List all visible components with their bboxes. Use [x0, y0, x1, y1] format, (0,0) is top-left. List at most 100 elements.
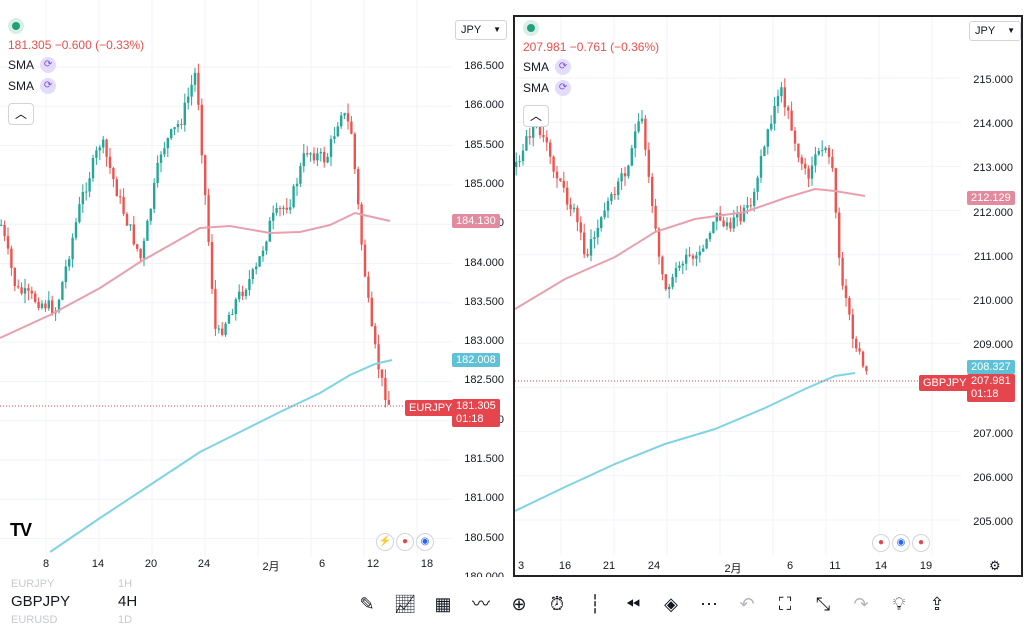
candle [374, 326, 377, 345]
undo-icon[interactable]: ↶ [739, 594, 755, 614]
candle [295, 183, 299, 187]
settings-icon[interactable]: ⚙ [989, 558, 1001, 573]
candle [702, 248, 705, 252]
candle [187, 96, 190, 103]
candle [227, 314, 231, 324]
collapse-legend-button[interactable]: ︿ [8, 103, 34, 125]
candle [91, 157, 95, 179]
currency-select[interactable]: JPY ▼ [455, 20, 507, 40]
candle [159, 154, 163, 163]
event-dot-icon[interactable]: ● [872, 534, 890, 552]
candle [640, 118, 644, 122]
candle [671, 277, 674, 288]
pen-icon[interactable]: ✎ [359, 594, 375, 614]
candle [855, 338, 858, 349]
candle [98, 147, 101, 151]
candle [566, 187, 569, 205]
time-tick-label: 2月 [724, 563, 742, 575]
symbol-interval: 1H [118, 578, 133, 590]
indicator-sma-2[interactable]: SMA ⟳ [8, 78, 144, 94]
candle [183, 102, 186, 126]
add-icon[interactable]: ⊕ [511, 594, 527, 614]
layers-icon[interactable]: ◈ [664, 594, 678, 614]
chart-panel-gbpjpy[interactable]: 207.981 −0.761 (−0.36%) SMA ⟳ SMA ⟳ ︿ JP… [513, 15, 1023, 577]
candle [282, 207, 285, 210]
candle [210, 241, 214, 289]
price-chart-gbpjpy[interactable] [515, 17, 1021, 575]
indicator-sma-2[interactable]: SMA ⟳ [523, 80, 659, 96]
candle [234, 299, 237, 315]
chevron-up-icon: ︿ [529, 109, 542, 123]
time-tick-label: 24 [647, 560, 661, 572]
candle [221, 328, 224, 335]
event-markers[interactable]: ● ◉ ● [872, 534, 930, 552]
candle [268, 220, 271, 242]
symbol-picker[interactable]: EURJPY 1H GBPJPY 4H EURUSD 1D [11, 577, 141, 627]
candle [664, 274, 667, 290]
candle-icon[interactable]: ┆ [589, 594, 601, 614]
compare-icon[interactable]: 〰 [472, 594, 490, 614]
more-icon[interactable]: ⋯ [700, 594, 718, 614]
candle [559, 178, 562, 181]
candle [272, 212, 275, 221]
candle [705, 239, 708, 249]
market-status-icon [8, 18, 24, 34]
candle [74, 222, 78, 238]
candle [569, 204, 572, 210]
candle [353, 133, 356, 170]
indicator-sma-1[interactable]: SMA ⟳ [523, 59, 659, 75]
candle [838, 212, 841, 258]
idea-icon[interactable]: 💡︎ [892, 594, 906, 614]
redo-icon[interactable]: ↷ [853, 594, 869, 614]
collapse-legend-button[interactable]: ︿ [523, 105, 549, 127]
candle [739, 212, 742, 222]
collapse-icon[interactable]: ⤡ [815, 594, 831, 614]
candle [776, 96, 780, 107]
candle [231, 314, 234, 316]
candle [125, 213, 129, 226]
price-axis[interactable]: 215.000 214.000 213.000 212.000 211.000 210.0… [961, 17, 1021, 575]
flag-icon[interactable]: ◉ [416, 533, 434, 551]
candle [719, 213, 722, 221]
candle [698, 251, 701, 256]
candle [681, 263, 684, 266]
replay-icon[interactable]: ⏪︎ [625, 594, 641, 614]
candle [156, 162, 159, 184]
event-markers[interactable]: ⚡ ● ◉ [376, 533, 434, 551]
candle [725, 222, 729, 227]
candle [27, 288, 30, 291]
chart-panel-eurjpy[interactable]: 181.305 −0.600 (−0.33%) SMA ⟳ SMA ⟳ ︿ JP… [0, 0, 512, 577]
fullscreen-icon[interactable]: ⛶ [778, 594, 792, 614]
lightning-icon[interactable]: ⚡ [376, 533, 394, 551]
candle [586, 254, 589, 256]
symbol-option-active[interactable]: GBPJPY 4H [11, 591, 141, 613]
candle [122, 196, 125, 214]
tradingview-logo[interactable]: TV [10, 520, 32, 540]
price-axis[interactable]: 186.500186.000185.500185.000184.500184.0… [452, 0, 512, 577]
candle [797, 143, 800, 158]
layout-icon[interactable]: ▦ [434, 594, 452, 614]
indicator-sma-1[interactable]: SMA ⟳ [8, 57, 144, 73]
candle [251, 269, 254, 280]
indicator-label: SMA [523, 60, 550, 74]
sma-long-line [0, 211, 391, 339]
flag-icon[interactable]: ◉ [892, 534, 910, 552]
candle [562, 180, 565, 188]
chart-legend: 207.981 −0.761 (−0.36%) SMA ⟳ SMA ⟳ [523, 20, 659, 96]
symbol-option[interactable]: EURJPY 1H [11, 577, 141, 591]
currency-select[interactable]: JPY ▼ [969, 21, 1021, 41]
loading-icon: ⟳ [40, 78, 57, 94]
currency-value: JPY [461, 24, 482, 36]
candle [346, 113, 350, 122]
candle [384, 377, 387, 401]
event-dot-icon[interactable]: ● [396, 533, 414, 551]
indicators-icon[interactable]: 📈︎ [393, 594, 417, 614]
currency-value: JPY [975, 25, 996, 37]
alert-icon[interactable]: ⏰︎ [549, 594, 565, 614]
symbol-option[interactable]: EURUSD 1D [11, 613, 141, 627]
candle [197, 72, 200, 105]
share-icon[interactable]: ⇪ [929, 594, 945, 614]
event-dot-icon[interactable]: ● [912, 534, 930, 552]
price-chart-eurjpy[interactable] [0, 0, 512, 577]
candle [657, 228, 661, 257]
